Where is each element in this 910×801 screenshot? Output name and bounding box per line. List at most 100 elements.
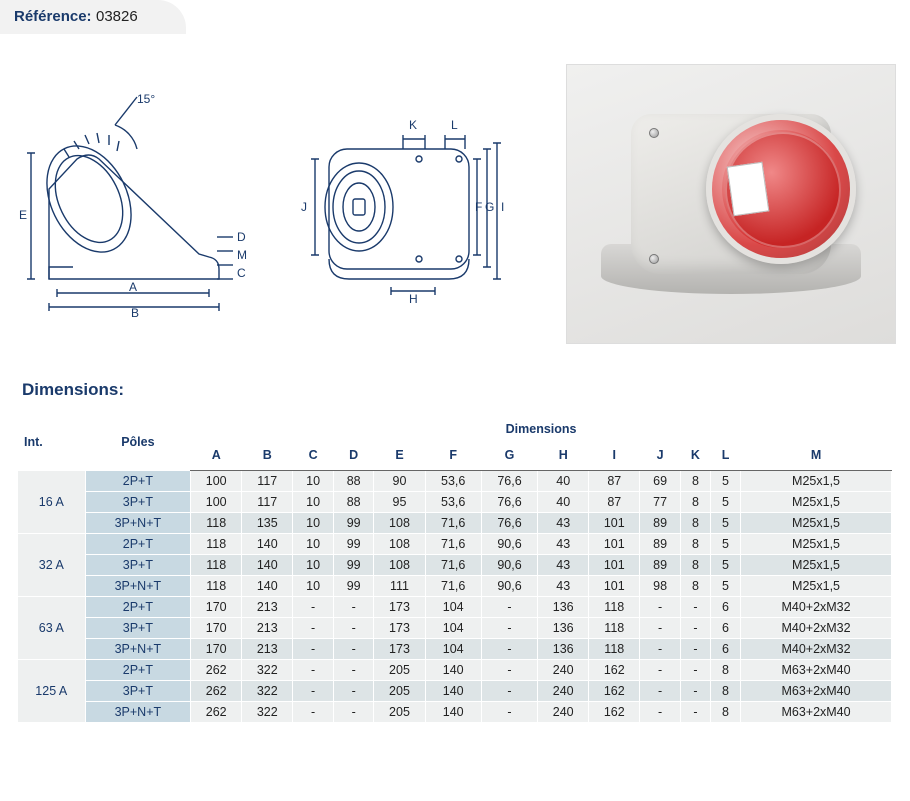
value-cell: 111 bbox=[374, 576, 425, 597]
value-cell: 140 bbox=[242, 576, 293, 597]
dim-B: B bbox=[131, 306, 139, 319]
reference-value: 03826 bbox=[96, 8, 138, 25]
dimensions-title: Dimensions: bbox=[22, 380, 910, 400]
value-cell: - bbox=[293, 660, 334, 681]
value-cell: 170 bbox=[191, 597, 242, 618]
value-cell: 213 bbox=[242, 618, 293, 639]
value-cell: M25x1,5 bbox=[741, 492, 892, 513]
table-row: 16 A2P+T10011710889053,676,640876985M25x… bbox=[18, 471, 892, 492]
value-cell: 89 bbox=[640, 513, 681, 534]
value-cell: 100 bbox=[191, 492, 242, 513]
table-row: 3P+T118140109910871,690,6431018985M25x1,… bbox=[18, 555, 892, 576]
dim-J: J bbox=[301, 200, 307, 214]
value-cell: - bbox=[640, 702, 681, 723]
col-H: H bbox=[538, 444, 589, 471]
value-cell: - bbox=[293, 681, 334, 702]
pole-cell: 2P+T bbox=[85, 660, 191, 681]
value-cell: 162 bbox=[589, 681, 640, 702]
pole-cell: 3P+T bbox=[85, 618, 191, 639]
table-row: 125 A2P+T262322--205140-240162--8M63+2xM… bbox=[18, 660, 892, 681]
value-cell: 6 bbox=[710, 639, 740, 660]
col-F: F bbox=[425, 444, 481, 471]
value-cell: 99 bbox=[333, 555, 374, 576]
value-cell: - bbox=[481, 597, 537, 618]
value-cell: M40+2xM32 bbox=[741, 618, 892, 639]
pole-cell: 2P+T bbox=[85, 597, 191, 618]
table-row: 3P+T170213--173104-136118--6M40+2xM32 bbox=[18, 618, 892, 639]
value-cell: 8 bbox=[680, 471, 710, 492]
value-cell: 108 bbox=[374, 534, 425, 555]
value-cell: - bbox=[293, 639, 334, 660]
dim-G: G bbox=[485, 200, 494, 214]
dimensions-table: Int. Pôles Dimensions ABCDEFGHIJKLM 16 A… bbox=[18, 418, 892, 723]
col-L: L bbox=[710, 444, 740, 471]
value-cell: 101 bbox=[589, 555, 640, 576]
value-cell: 8 bbox=[680, 534, 710, 555]
pole-cell: 2P+T bbox=[85, 534, 191, 555]
diagram-front-view: J K L F G I H bbox=[279, 99, 509, 309]
int-cell: 16 A bbox=[18, 471, 85, 534]
col-A: A bbox=[191, 444, 242, 471]
value-cell: 170 bbox=[191, 639, 242, 660]
value-cell: 99 bbox=[333, 576, 374, 597]
dim-K: K bbox=[409, 118, 417, 132]
value-cell: 10 bbox=[293, 513, 334, 534]
value-cell: 99 bbox=[333, 513, 374, 534]
value-cell: 95 bbox=[374, 492, 425, 513]
value-cell: - bbox=[640, 681, 681, 702]
value-cell: 8 bbox=[710, 660, 740, 681]
col-M: M bbox=[741, 444, 892, 471]
value-cell: 104 bbox=[425, 639, 481, 660]
value-cell: - bbox=[293, 702, 334, 723]
value-cell: 40 bbox=[538, 471, 589, 492]
value-cell: 140 bbox=[425, 681, 481, 702]
value-cell: 140 bbox=[425, 702, 481, 723]
value-cell: 53,6 bbox=[425, 471, 481, 492]
value-cell: - bbox=[333, 702, 374, 723]
value-cell: 240 bbox=[538, 660, 589, 681]
int-cell: 32 A bbox=[18, 534, 85, 597]
value-cell: M40+2xM32 bbox=[741, 639, 892, 660]
value-cell: 5 bbox=[710, 534, 740, 555]
col-poles: Pôles bbox=[85, 418, 191, 471]
value-cell: - bbox=[333, 597, 374, 618]
value-cell: 76,6 bbox=[481, 513, 537, 534]
value-cell: 173 bbox=[374, 639, 425, 660]
value-cell: M25x1,5 bbox=[741, 555, 892, 576]
value-cell: 10 bbox=[293, 492, 334, 513]
value-cell: 8 bbox=[680, 513, 710, 534]
value-cell: 213 bbox=[242, 639, 293, 660]
col-E: E bbox=[374, 444, 425, 471]
value-cell: 240 bbox=[538, 702, 589, 723]
value-cell: - bbox=[640, 618, 681, 639]
value-cell: 117 bbox=[242, 492, 293, 513]
value-cell: 162 bbox=[589, 702, 640, 723]
product-photo bbox=[566, 64, 896, 344]
value-cell: - bbox=[293, 597, 334, 618]
pole-cell: 3P+T bbox=[85, 681, 191, 702]
value-cell: 6 bbox=[710, 618, 740, 639]
value-cell: 135 bbox=[242, 513, 293, 534]
value-cell: 89 bbox=[640, 534, 681, 555]
table-row: 3P+N+T118135109910871,676,6431018985M25x… bbox=[18, 513, 892, 534]
value-cell: 262 bbox=[191, 660, 242, 681]
value-cell: M40+2xM32 bbox=[741, 597, 892, 618]
value-cell: 43 bbox=[538, 576, 589, 597]
col-G: G bbox=[481, 444, 537, 471]
value-cell: 205 bbox=[374, 702, 425, 723]
value-cell: 71,6 bbox=[425, 534, 481, 555]
value-cell: 71,6 bbox=[425, 555, 481, 576]
value-cell: - bbox=[333, 660, 374, 681]
value-cell: 98 bbox=[640, 576, 681, 597]
value-cell: 108 bbox=[374, 513, 425, 534]
value-cell: - bbox=[680, 681, 710, 702]
reference-pill: Référence: 03826 bbox=[0, 0, 186, 34]
value-cell: 173 bbox=[374, 618, 425, 639]
value-cell: 104 bbox=[425, 597, 481, 618]
value-cell: 118 bbox=[589, 639, 640, 660]
value-cell: 77 bbox=[640, 492, 681, 513]
value-cell: 76,6 bbox=[481, 471, 537, 492]
table-header: Int. Pôles Dimensions ABCDEFGHIJKLM bbox=[18, 418, 892, 471]
angle-label: 15° bbox=[137, 92, 155, 106]
table-row: 3P+N+T118140109911171,690,6431019885M25x… bbox=[18, 576, 892, 597]
